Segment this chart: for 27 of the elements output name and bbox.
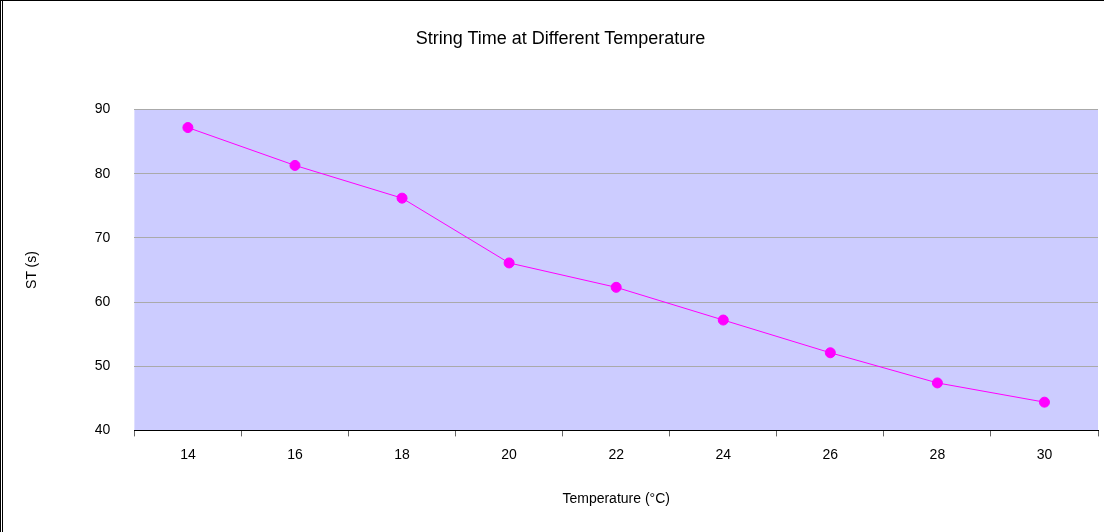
x-axis-title: Temperature (°C) — [562, 490, 670, 507]
point — [182, 122, 194, 134]
point — [396, 192, 408, 204]
y-tick-label: 90 — [94, 100, 111, 117]
x-tick-label: 24 — [715, 445, 732, 462]
point — [503, 257, 515, 269]
y-axis-title: ST (s) — [23, 251, 40, 289]
point — [289, 159, 301, 171]
chart-title: String Time at Different Temperature — [415, 27, 706, 48]
x-tick-label: 28 — [929, 445, 946, 462]
point — [717, 314, 729, 326]
point — [610, 281, 622, 293]
x-tick-label: 14 — [180, 445, 196, 462]
point — [931, 377, 943, 389]
y-tick-label: 80 — [94, 164, 111, 181]
y-tick-label: 70 — [94, 228, 111, 245]
x-tick-label: 22 — [608, 445, 625, 462]
x-tick-label: 20 — [501, 445, 518, 462]
y-tick-label: 40 — [94, 421, 111, 438]
point — [824, 347, 836, 359]
x-tick-label: 18 — [394, 445, 411, 462]
x-tick-label: 16 — [287, 445, 303, 462]
y-tick-label: 50 — [94, 357, 111, 374]
x-tick-label: 26 — [822, 445, 839, 462]
point — [1038, 396, 1050, 408]
y-tick-label: 60 — [94, 292, 111, 309]
x-tick-label: 30 — [1036, 445, 1053, 462]
